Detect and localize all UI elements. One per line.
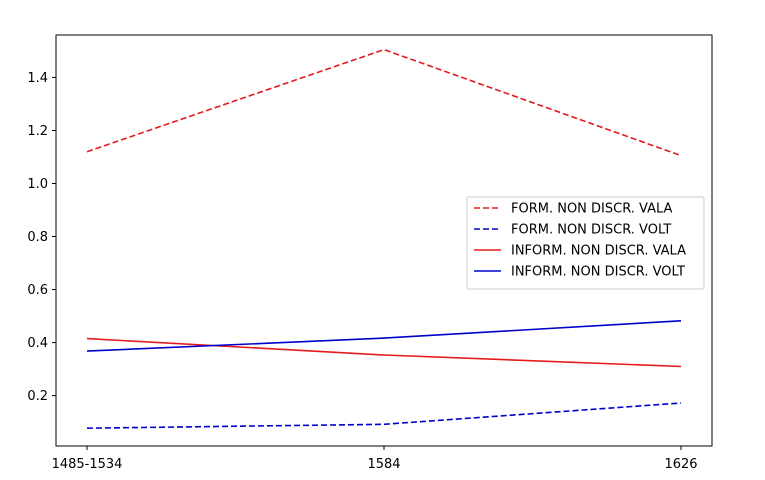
legend-label: FORM. NON DISCR. VOLT (511, 223, 671, 238)
legend: FORM. NON DISCR. VALA FORM. NON DISCR. VO… (466, 196, 705, 290)
legend-label: INFORM. NON DISCR. VALA (511, 244, 686, 259)
y-tick-label: 1.4 (27, 71, 48, 86)
y-tick-label: 0.2 (27, 389, 48, 404)
y-tick-label: 1.2 (27, 124, 48, 139)
plot-frame (55, 34, 713, 447)
x-tick-label: 1584 (367, 457, 400, 472)
series-line-4 (86, 320, 682, 352)
legend-label: FORM. NON DISCR. VALA (511, 202, 673, 217)
y-tick-label: 0.4 (27, 336, 48, 351)
y-tick-label: 0.6 (27, 283, 48, 298)
x-tick-label: 1485-1534 (52, 457, 123, 472)
x-axis-ticks: 1485-1534 1584 1626 (52, 446, 698, 472)
series-line-1 (86, 48, 682, 157)
legend-label: INFORM. NON DISCR. VOLT (511, 265, 685, 280)
series-line-2 (86, 402, 682, 429)
y-axis-ticks: 0.2 0.4 0.6 0.8 1.0 1.2 1.4 (27, 71, 56, 404)
x-tick-label: 1626 (664, 457, 697, 472)
legend-box (466, 196, 705, 290)
y-tick-label: 1.0 (27, 177, 48, 192)
y-tick-label: 0.8 (27, 230, 48, 245)
series-line-3 (86, 337, 682, 368)
series-layer (86, 48, 682, 429)
